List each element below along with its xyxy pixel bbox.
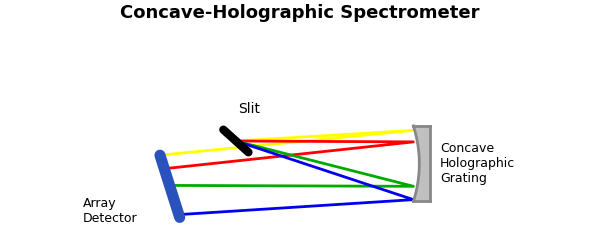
Text: Array
Detector: Array Detector — [83, 197, 137, 225]
Title: Concave-Holographic Spectrometer: Concave-Holographic Spectrometer — [120, 4, 480, 22]
Polygon shape — [413, 126, 430, 202]
Text: Slit: Slit — [238, 102, 260, 116]
Text: Concave
Holographic
Grating: Concave Holographic Grating — [440, 142, 515, 185]
